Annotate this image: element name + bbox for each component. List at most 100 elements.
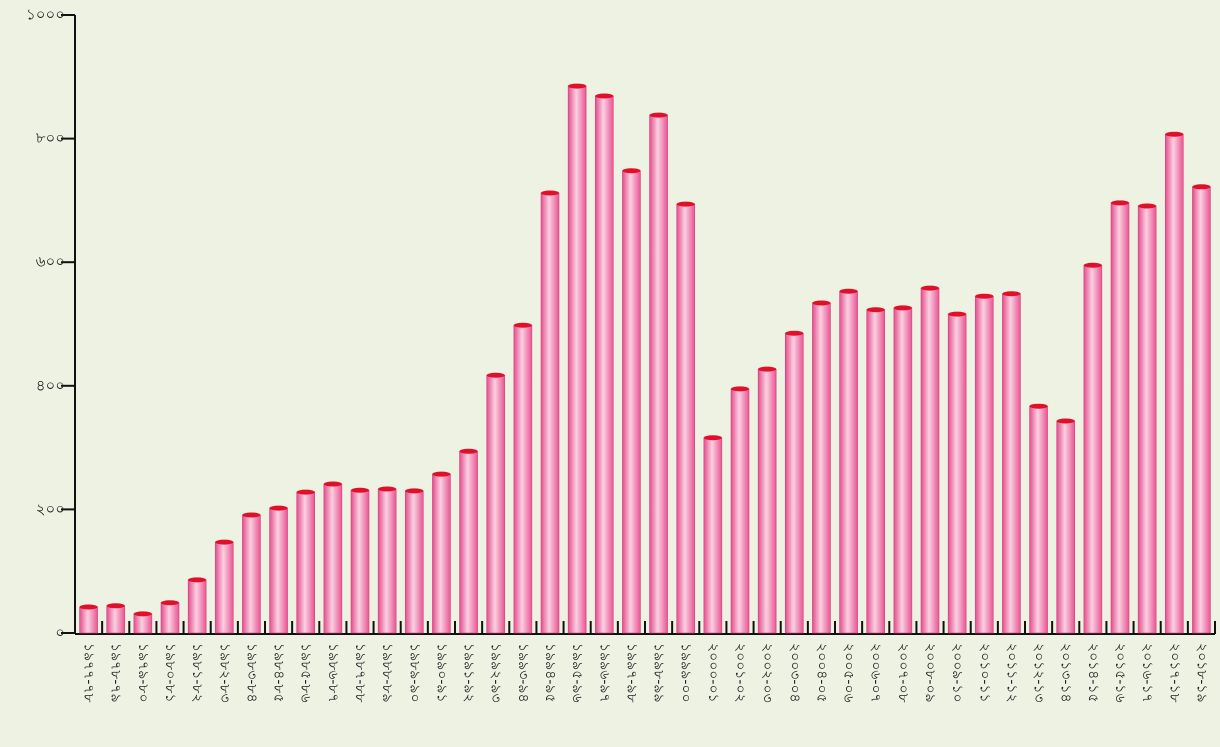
bar xyxy=(377,488,397,634)
bar-cap xyxy=(595,93,614,99)
y-tick-label: ৪০০ xyxy=(36,376,65,394)
bar xyxy=(1002,293,1021,634)
bar xyxy=(974,295,994,634)
x-tick-label: ১৯৯১-৯২ xyxy=(461,643,477,703)
x-tick-label: ২০০৭-০৮ xyxy=(895,643,911,703)
x-tick-label: ১৯৮৬-৮৭ xyxy=(325,643,341,703)
x-tick-label: ২০১৭-১৮ xyxy=(1166,643,1182,703)
bar-cap xyxy=(948,311,967,317)
bar-cap xyxy=(351,487,369,493)
x-tick-label: ১৯৭৯-৮০ xyxy=(135,643,151,703)
bar xyxy=(242,514,261,634)
bar xyxy=(79,606,98,634)
x-tick-label: ২০১৫-১৬ xyxy=(1112,643,1128,703)
bar-cap xyxy=(269,505,288,511)
bar xyxy=(1164,133,1184,634)
x-tick-label: ২০০৫-০৬ xyxy=(841,643,857,703)
x-tick-label: ২০১৪-১৫ xyxy=(1085,643,1101,703)
bar-cap xyxy=(975,293,994,299)
bar-cap xyxy=(215,539,234,545)
bar xyxy=(1056,420,1076,634)
bar-cap xyxy=(405,488,424,494)
bar xyxy=(784,332,804,634)
bar-cap xyxy=(541,190,559,196)
bar-cap xyxy=(812,300,831,306)
x-tick-label: ১৯৯০-৯১ xyxy=(433,643,449,703)
bar xyxy=(730,388,750,634)
x-tick-label: ১৯৮৯-৯০ xyxy=(406,643,422,703)
x-tick-label: ১৯৯৯-০০ xyxy=(678,643,694,703)
y-tick-label: ০ xyxy=(55,624,65,642)
bar-cap xyxy=(459,448,478,454)
bar-cap xyxy=(893,305,912,311)
bar-cap xyxy=(378,486,397,492)
y-tick-label: ৬০০ xyxy=(36,253,65,271)
x-tick-label: ১৯৮৫-৮৬ xyxy=(298,643,314,703)
bar-cap xyxy=(188,577,207,583)
bar xyxy=(187,579,207,634)
x-tick-label: ১৯৭৭-৭৮ xyxy=(81,643,97,703)
bar xyxy=(839,290,858,634)
x-tick-label: ১৯৯৪-৯৫ xyxy=(542,643,558,703)
x-tick-label: ১৯৮২-৮৩ xyxy=(216,643,232,703)
bar xyxy=(133,613,153,634)
bar-cap xyxy=(486,372,505,378)
bar xyxy=(160,602,180,634)
bar xyxy=(622,170,641,634)
x-tick-label: ১৯৯৩-৯৪ xyxy=(515,643,531,703)
bar-cap xyxy=(866,307,885,313)
bar-cap xyxy=(1111,200,1129,206)
bar xyxy=(649,114,668,634)
bar xyxy=(703,437,723,634)
x-tick-label: ২০০১-০২ xyxy=(732,643,748,703)
bar-cap xyxy=(1029,403,1048,409)
bar-cap xyxy=(1138,203,1157,209)
bar-cap xyxy=(758,366,777,372)
bar xyxy=(350,489,370,634)
x-tick-label: ২০০৯-১০ xyxy=(949,643,965,703)
bar-cap xyxy=(242,512,261,518)
x-tick-label: ১৯৮১-৮২ xyxy=(189,643,205,703)
bar-cap xyxy=(568,83,587,89)
bar xyxy=(567,85,587,634)
bar xyxy=(1137,205,1157,634)
bar xyxy=(1083,264,1103,634)
bar xyxy=(513,324,533,634)
bar xyxy=(323,483,343,634)
y-tick-label: ২০০ xyxy=(36,500,65,518)
x-tick-label: ১৯৮৮-৮৯ xyxy=(379,643,395,703)
bar-cap xyxy=(1165,131,1184,137)
bar-cap xyxy=(1192,184,1211,190)
x-tick-label: ২০১২-১৩ xyxy=(1031,643,1047,703)
bar xyxy=(1192,186,1211,634)
bar-cap xyxy=(839,288,858,294)
bar xyxy=(812,302,831,634)
x-tick-label: ২০০০-০১ xyxy=(705,643,721,703)
x-tick-label: ২০১০-১১ xyxy=(976,643,992,703)
bar xyxy=(1029,405,1048,634)
x-tick-label: ১৯৮৩-৮৪ xyxy=(243,643,259,703)
bar-cap xyxy=(731,386,749,392)
x-tick-label: ১৯৮০-৮১ xyxy=(162,643,178,703)
x-tick-label: ১৯৯৭-৯৮ xyxy=(623,643,639,703)
bar-cap xyxy=(676,201,695,207)
bar-cap xyxy=(161,600,179,606)
bar-cap xyxy=(703,435,722,441)
bar xyxy=(106,605,126,634)
bar xyxy=(459,451,478,634)
x-tick-label: ২০০৬-০৭ xyxy=(868,643,884,703)
x-tick-label: ২০০২-০৩ xyxy=(759,643,775,703)
bar-cap xyxy=(79,604,98,610)
bar xyxy=(1110,202,1130,634)
bar-cap xyxy=(622,168,641,174)
x-tick-label: ১৯৯৮-৯৯ xyxy=(651,643,667,703)
bar-cap xyxy=(106,603,125,609)
x-tick-label: ২০১১-১২ xyxy=(1003,643,1019,703)
bar-cap xyxy=(1002,291,1021,297)
bar-cap xyxy=(921,285,939,291)
x-tick-label: ১৯৯৫-৯৬ xyxy=(569,643,585,703)
x-tick-label: ১৯৮৪-৮৫ xyxy=(271,643,287,703)
bar xyxy=(214,541,234,634)
x-tick-label: ২০১৬-১৭ xyxy=(1139,643,1155,703)
